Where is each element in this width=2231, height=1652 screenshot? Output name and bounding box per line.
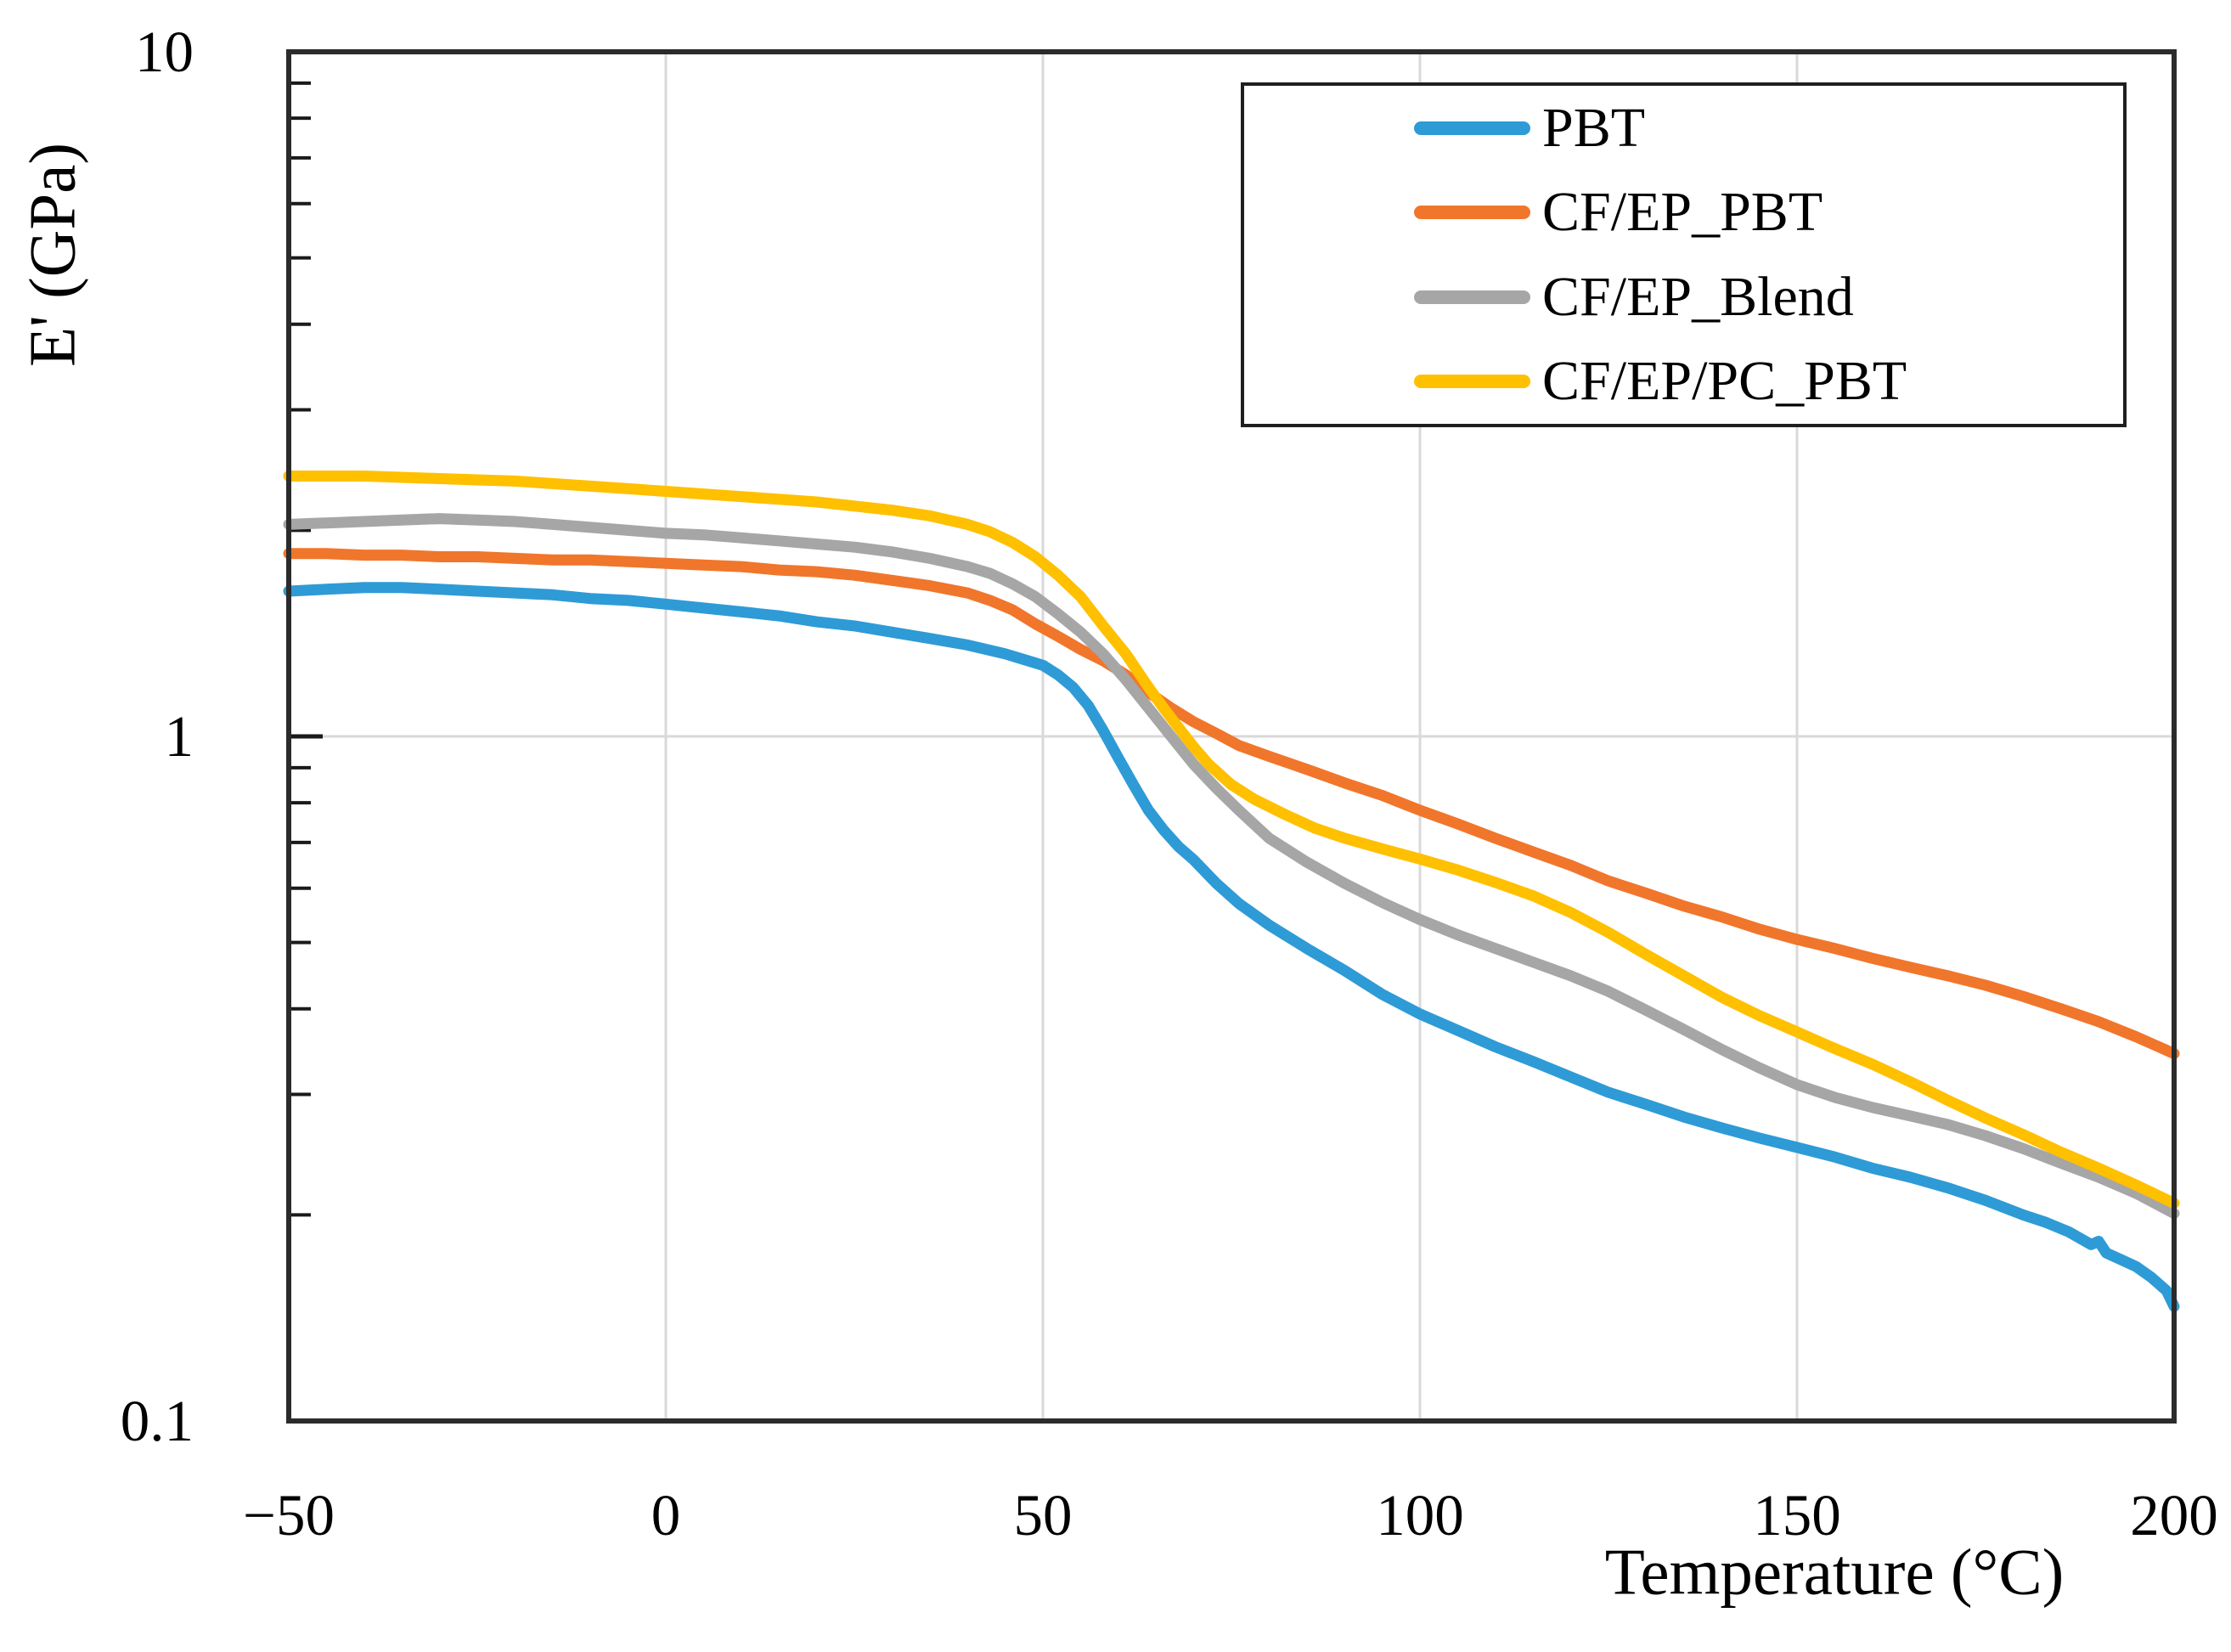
legend-label-cf-ep-pbt: CF/EP_PBT [1542, 181, 1823, 244]
curve-cf-ep-pbt [283, 548, 2180, 1059]
x-tick-label-100: 100 [1376, 1483, 1464, 1548]
y-tick-label-10: 10 [135, 20, 194, 84]
legend: PBT CF/EP_PBT CF/EP_Blend CF/EP/PC_PBT [1241, 82, 2127, 427]
legend-label-cf-ep-pc-pbt: CF/EP/PC_PBT [1542, 350, 1907, 413]
y-tick-label-0.1: 0.1 [121, 1389, 194, 1453]
legend-swatch-cf-ep-blend [1414, 290, 1530, 304]
legend-swatch-cf-ep-pbt [1414, 206, 1530, 220]
x-axis-title: Temperature (°C) [1604, 1535, 2065, 1609]
y-axis-title: E' (GPa) [15, 142, 89, 368]
x-tick-label-150: 150 [1753, 1483, 1841, 1548]
legend-item-cf-ep-pc-pbt: CF/EP/PC_PBT [1244, 340, 2123, 425]
x-tick-label-50: 50 [1014, 1483, 1073, 1548]
curve-pbt [283, 582, 2180, 1312]
legend-item-cf-ep-blend: CF/EP_Blend [1244, 255, 2123, 340]
legend-swatch-cf-ep-pc-pbt [1414, 375, 1530, 389]
legend-swatch-pbt [1414, 121, 1530, 135]
curve-cf-ep-blend [283, 513, 2180, 1220]
plot-border [286, 49, 2177, 1424]
x-tick-label-0: 0 [651, 1483, 681, 1548]
legend-item-pbt: PBT [1244, 86, 2123, 171]
y-tick-label-1: 1 [165, 704, 194, 769]
x-tick-label-−50: −50 [243, 1483, 335, 1548]
legend-label-pbt: PBT [1542, 96, 1646, 159]
legend-label-cf-ep-blend: CF/EP_Blend [1542, 265, 1854, 328]
legend-item-cf-ep-pbt: CF/EP_PBT [1244, 171, 2123, 256]
curve-cf-ep-pc-pbt [283, 471, 2180, 1209]
x-tick-label-200: 200 [2130, 1483, 2218, 1548]
